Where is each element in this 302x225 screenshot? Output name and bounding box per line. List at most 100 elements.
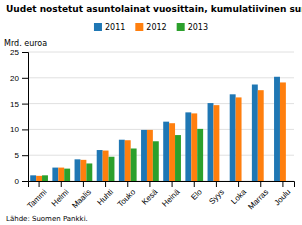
- tick-label: Loka: [229, 187, 248, 206]
- bars: [30, 77, 286, 181]
- bar: [147, 130, 153, 181]
- bar: [36, 176, 42, 181]
- tick: 10: [10, 125, 28, 134]
- tick: Helmi: [50, 181, 71, 208]
- bar: [30, 175, 36, 181]
- legend-label: 2013: [188, 23, 208, 32]
- tick-label: Huhti: [95, 187, 115, 207]
- y-axis-title: Mrd. euroa: [4, 39, 47, 48]
- bar: [86, 163, 92, 181]
- tick: Loka: [229, 181, 248, 206]
- tick-label: Tammi: [26, 187, 49, 210]
- bar: [141, 130, 147, 181]
- bar: [119, 140, 125, 181]
- bar: [191, 113, 197, 181]
- tick-mark: [238, 181, 239, 187]
- tick-mark: [22, 129, 28, 130]
- legend-swatch: [135, 23, 143, 31]
- annotation: Lähde: Suomen Pankki.: [6, 215, 88, 223]
- bar: [280, 82, 286, 181]
- tick-label: Kesä: [140, 187, 160, 207]
- tick-label: Marras: [246, 188, 270, 212]
- tick: Tammi: [26, 181, 49, 211]
- bar-series: [36, 82, 286, 181]
- tick-mark: [260, 181, 261, 187]
- bar-series: [42, 129, 203, 181]
- tick: Heinä: [160, 181, 182, 209]
- tick: Maalis: [70, 181, 93, 210]
- axis-line: [29, 182, 295, 188]
- legend-label: 2011: [105, 23, 125, 32]
- tick-label: 0: [15, 177, 20, 186]
- tick-mark: [282, 181, 283, 187]
- tick-mark: [127, 181, 128, 187]
- tick-mark: [22, 78, 28, 79]
- tick-label: 10: [10, 125, 19, 134]
- grid-line: [28, 77, 294, 78]
- tick: 20: [10, 74, 28, 83]
- legend-swatch: [177, 23, 185, 31]
- bar: [97, 150, 103, 181]
- tick: 0: [15, 177, 28, 186]
- x-axis: TammiHelmiMaalisHuhtiToukoKesäHeinä EloSy…: [26, 181, 295, 211]
- bar: [58, 168, 64, 181]
- bar: [230, 94, 236, 181]
- axis-line: [22, 53, 29, 182]
- bar: [163, 122, 169, 181]
- legend: 2011 2012 2013: [94, 23, 208, 32]
- chart: Uudet nostetut asuntolainat vuosittain, …: [0, 0, 302, 225]
- legend-label: 2012: [146, 23, 166, 32]
- bar: [103, 151, 109, 181]
- tick-label: Maalis: [70, 188, 93, 211]
- tick-label: Elo: [189, 187, 204, 202]
- tick: 15: [10, 100, 28, 109]
- tick-mark: [105, 181, 106, 187]
- chart-container: Uudet nostetut asuntolainat vuosittain, …: [0, 0, 302, 225]
- tick-mark: [22, 155, 28, 156]
- bar: [109, 157, 115, 181]
- tick-label: Heinä: [160, 187, 182, 209]
- tick-mark: [216, 181, 217, 187]
- bar: [197, 129, 203, 181]
- bar: [52, 168, 58, 181]
- tick: Kesä: [140, 181, 160, 207]
- tick-label: 25: [10, 48, 19, 57]
- tick: 25: [10, 48, 28, 57]
- tick-mark: [83, 181, 84, 187]
- bar: [64, 169, 70, 181]
- tick: Syys: [207, 181, 226, 206]
- tick-mark: [194, 181, 195, 187]
- y-axis: 0 5 10 15 20 25: [10, 48, 28, 186]
- tick-mark: [22, 181, 28, 182]
- bar: [125, 140, 131, 181]
- bar: [258, 90, 264, 181]
- tick: Huhti: [95, 181, 115, 207]
- bar: [236, 97, 242, 181]
- tick-label: Helmi: [50, 187, 71, 208]
- tick-mark: [172, 181, 173, 187]
- tick: Marras: [246, 181, 270, 211]
- bar: [169, 123, 175, 181]
- bar: [252, 85, 258, 181]
- bar: [75, 159, 81, 181]
- tick-label: 15: [10, 100, 19, 109]
- legend-item: 2012: [135, 23, 166, 32]
- bar: [42, 175, 48, 181]
- grid: [28, 52, 294, 181]
- tick: 5: [15, 151, 28, 160]
- legend-item: 2013: [177, 23, 208, 32]
- tick-label: 20: [10, 74, 19, 83]
- tick-label: Syys: [207, 188, 226, 207]
- legend-item: 2011: [94, 23, 125, 32]
- tick: Joulu: [273, 181, 293, 207]
- bar: [80, 160, 86, 181]
- tick-label: Touko: [116, 187, 138, 209]
- grid-line: [28, 52, 294, 53]
- bar: [153, 141, 159, 181]
- plot: 0 5 10 15 20 25 TammiHelmiMaalisHuhtiToukoKesä…: [4, 39, 295, 211]
- tick-mark: [61, 181, 62, 187]
- bar: [213, 105, 219, 181]
- tick: Elo: [189, 181, 204, 202]
- tick-label: 5: [15, 151, 20, 160]
- tick-mark: [39, 181, 40, 187]
